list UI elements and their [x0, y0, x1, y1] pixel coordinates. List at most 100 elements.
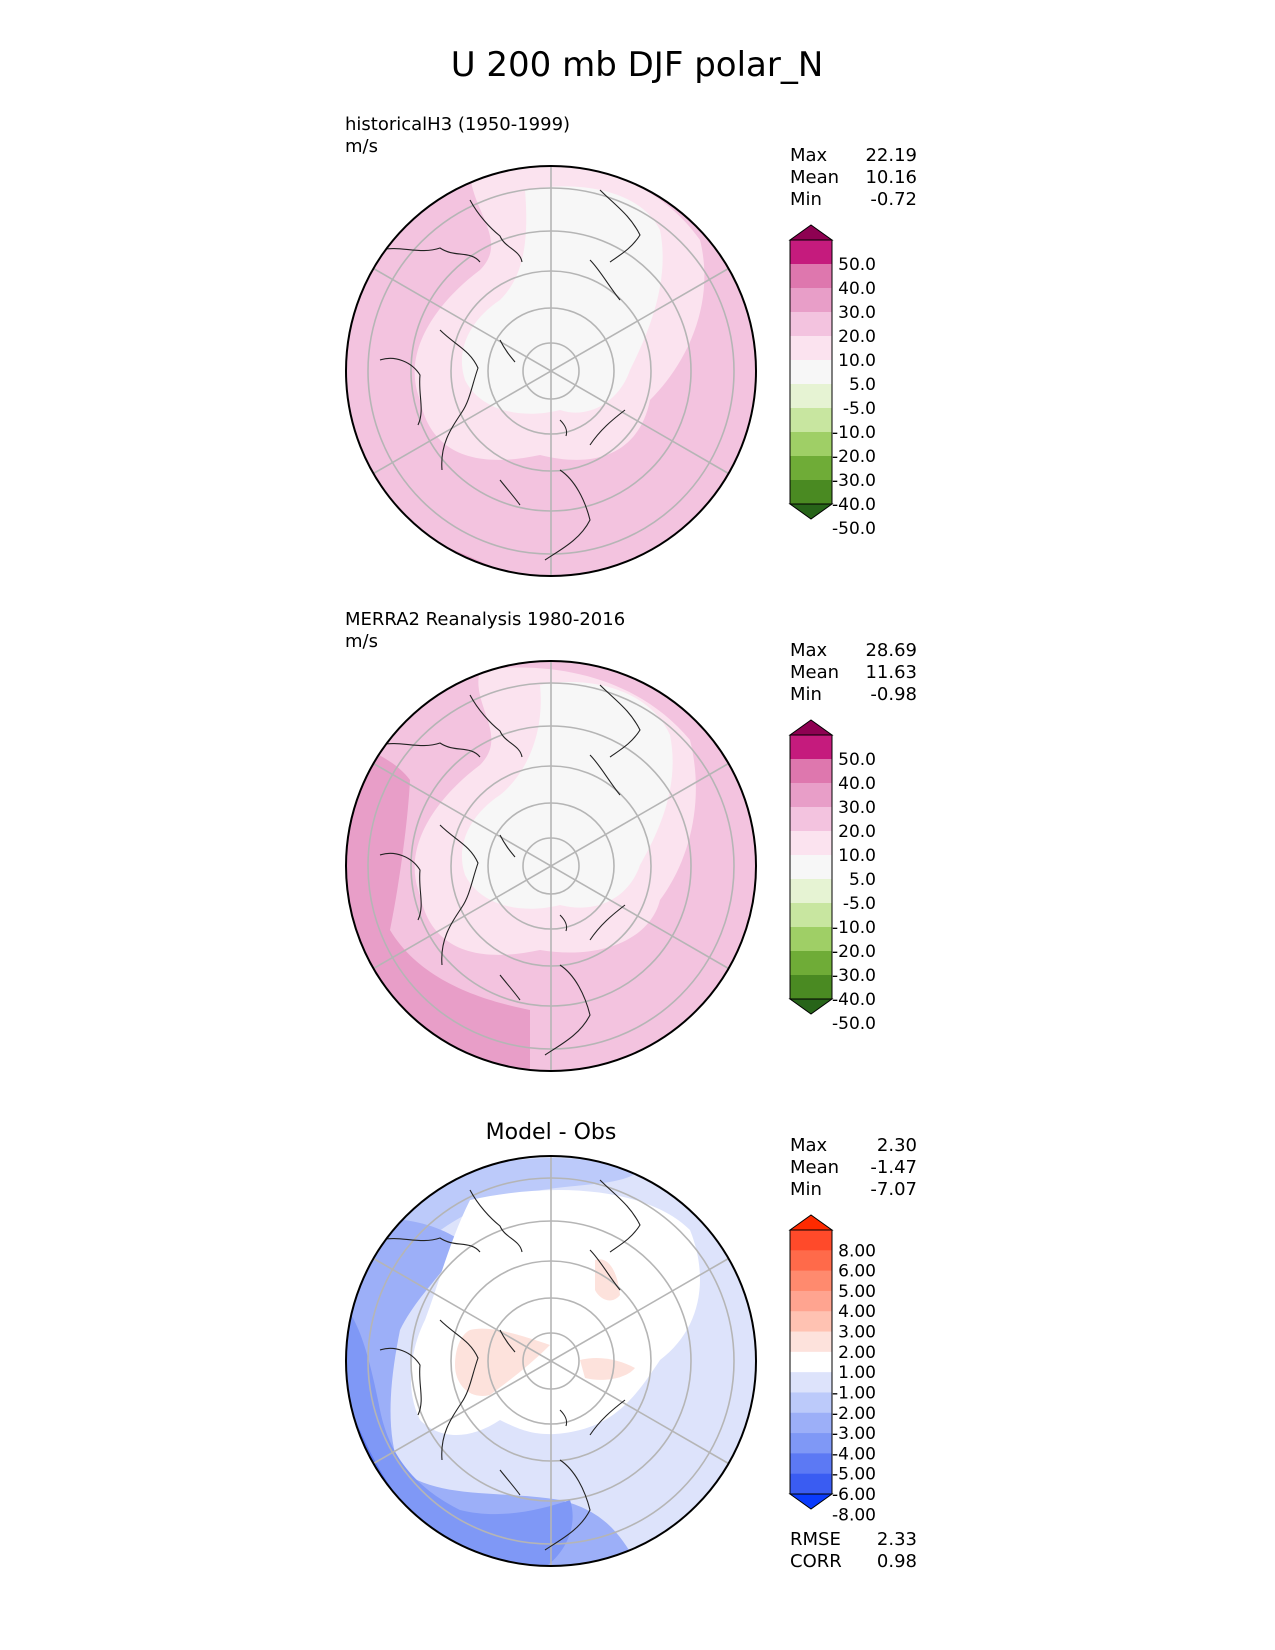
metric-rmse-value: 2.33 [877, 1529, 917, 1550]
colorbar-tick-label: -20.0 [832, 942, 876, 962]
colorbar-tick-label: -5.0 [843, 399, 876, 419]
colorbar-extend-bottom [788, 1493, 834, 1510]
colorbar-block [790, 1433, 832, 1454]
panel-units: m/s [345, 136, 378, 157]
stat-min-value: -0.72 [870, 189, 917, 210]
colorbar-block [790, 951, 832, 976]
stat-max-label: Max [790, 145, 828, 166]
colorbar-tick-label: 10.0 [838, 846, 876, 866]
colorbar-outline [789, 239, 833, 505]
colorbar-tick-label: -10.0 [832, 423, 876, 443]
colorbar-block [790, 456, 832, 481]
colorbar-block [790, 432, 832, 457]
colorbar-tick-label: 10.0 [838, 351, 876, 371]
colorbar-tick-label: 4.00 [838, 1302, 876, 1322]
colorbar-block [790, 312, 832, 337]
stat-mean-value: -1.47 [870, 1157, 917, 1178]
colorbar-tick-label: -8.00 [832, 1505, 876, 1525]
colorbar-tick-label: 5.0 [849, 870, 876, 890]
colorbar-tick-label: -5.00 [832, 1465, 876, 1485]
colorbar-block [790, 807, 832, 832]
colorbar-tick-label: 20.0 [838, 327, 876, 347]
colorbar: 50.0 40.0 30.0 20.0 10.0 5.0 -5.0 -10.0 -20.0 -30… [788, 719, 876, 1034]
stat-mean-label: Mean [790, 662, 839, 683]
colorbar-block [790, 264, 832, 289]
colorbar-tick-label: -5.0 [843, 894, 876, 914]
colorbar-tick-label: -40.0 [832, 495, 876, 515]
colorbar-block [790, 480, 832, 505]
stat-min-label: Min [790, 684, 822, 705]
colorbar-tick-label: 30.0 [838, 798, 876, 818]
map-boundary [345, 165, 757, 577]
colorbar-outline [789, 734, 833, 1000]
panel-title: historicalH3 (1950-1999) [345, 114, 570, 135]
polar-map [345, 1155, 757, 1567]
colorbar-tick-label: 2.00 [838, 1343, 876, 1363]
colorbar-tick-label: 40.0 [838, 279, 876, 299]
colorbar-tick-label: -3.00 [832, 1424, 876, 1444]
map-graticule [367, 166, 735, 576]
stat-min-value: -0.98 [870, 684, 917, 705]
colorbar-tick-label: -2.00 [832, 1404, 876, 1424]
field-region-red-b [595, 1259, 620, 1301]
colorbar-tick-label: -4.00 [832, 1444, 876, 1464]
colorbar-block [790, 384, 832, 409]
colorbar-tick-label: 50.0 [838, 750, 876, 770]
colorbar-block [790, 759, 832, 784]
map-boundary [345, 660, 757, 1072]
colorbar: 50.0 40.0 30.0 20.0 10.0 5.0 -5.0 -10.0 -20.0 -30… [788, 224, 876, 539]
field-region-red-a [455, 1328, 550, 1396]
colorbar-tick-label: 30.0 [838, 303, 876, 323]
colorbar: 8.006.005.004.003.002.001.00-1.00-2.00-3… [788, 1214, 876, 1525]
figure-title: U 200 mb DJF polar_N [451, 45, 824, 85]
colorbar-tick-label: 1.00 [838, 1363, 876, 1383]
colorbar-block [790, 927, 832, 952]
stats-block: Max 22.19 Mean 10.16 Min -0.72 [790, 145, 917, 210]
stat-min-label: Min [790, 1179, 822, 1200]
colorbar-tick-label: -20.0 [832, 447, 876, 467]
colorbar-block [790, 1372, 832, 1393]
colorbar-block [790, 1412, 832, 1434]
colorbar-extend-top [788, 1214, 834, 1231]
colorbar-block [790, 1311, 832, 1333]
colorbar-block [790, 879, 832, 904]
colorbar-tick-label: -50.0 [832, 519, 876, 539]
panel-title: MERRA2 Reanalysis 1980-2016 [345, 609, 625, 630]
colorbar-block [790, 240, 832, 265]
polar-map [345, 165, 757, 577]
colorbar-block [790, 783, 832, 808]
colorbar-block [790, 735, 832, 760]
colorbar-block [790, 1392, 832, 1414]
map-graticule [367, 1156, 735, 1566]
colorbar-block [790, 1331, 832, 1353]
map-graticule [367, 661, 735, 1071]
colorbar-tick-label: -1.00 [832, 1383, 876, 1403]
metric-corr-label: CORR [790, 1551, 842, 1572]
colorbar-block [790, 1473, 832, 1495]
colorbar-tick-label: 40.0 [838, 774, 876, 794]
stat-mean-value: 11.63 [865, 662, 917, 683]
panel-units: m/s [345, 631, 378, 652]
colorbar-block [790, 336, 832, 361]
colorbar-extend-top [788, 224, 834, 241]
colorbar-tick-label: 8.00 [838, 1241, 876, 1261]
panel-observation: MERRA2 Reanalysis 1980-2016 m/s [345, 609, 917, 1072]
stat-min-label: Min [790, 189, 822, 210]
colorbar-tick-label: 6.00 [838, 1262, 876, 1282]
stat-mean-value: 10.16 [865, 167, 917, 188]
colorbar-tick-label: 5.00 [838, 1282, 876, 1302]
colorbar-tick-label: -10.0 [832, 918, 876, 938]
colorbar-extend-bottom [788, 503, 834, 520]
colorbar-outline [789, 1229, 833, 1495]
field-region-white [461, 682, 673, 909]
colorbar-tick-label: -6.00 [832, 1485, 876, 1505]
polar-map [345, 660, 757, 1072]
stat-max-value: 22.19 [865, 145, 917, 166]
colorbar-block [790, 1250, 832, 1272]
colorbar-tick-label: -50.0 [832, 1014, 876, 1034]
field-region-red-c [580, 1357, 635, 1380]
colorbar-tick-label: -40.0 [832, 990, 876, 1010]
colorbar-tick-label: 20.0 [838, 822, 876, 842]
colorbar-tick-label: 3.00 [838, 1323, 876, 1343]
colorbar-block [790, 360, 832, 385]
